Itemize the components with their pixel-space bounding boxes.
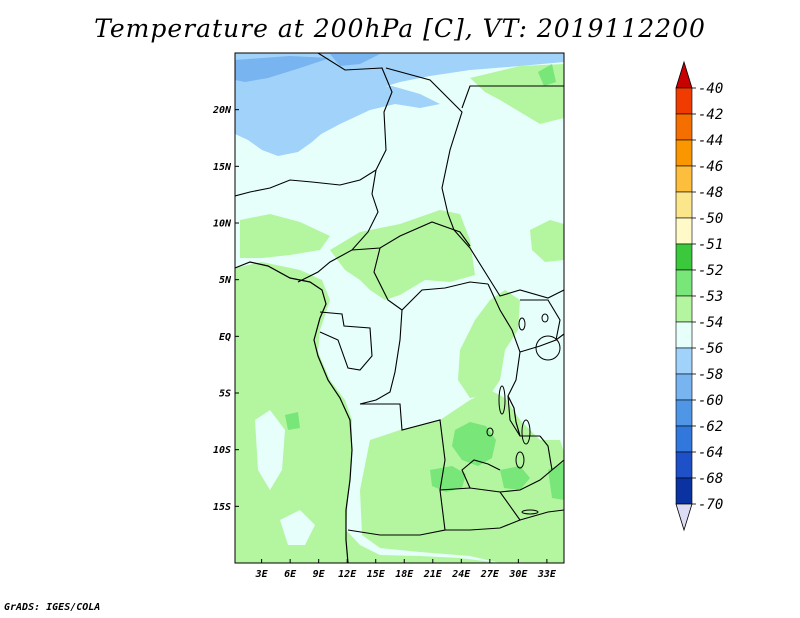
colorbar-label: -42	[698, 107, 723, 123]
lat-tick-label: 5N	[219, 275, 232, 286]
field-green-central	[330, 210, 475, 300]
lat-tick-label: 20N	[212, 105, 232, 116]
lat-tick-label: 10N	[213, 219, 232, 230]
colorbar-label: -60	[698, 393, 723, 409]
lakes	[486, 313, 561, 515]
field-darkgreen-6	[538, 64, 556, 86]
colorbar-label: -64	[698, 445, 723, 461]
field-green-northeast	[470, 64, 564, 124]
lat-tick-label: 5S	[219, 389, 231, 400]
field-green-west-patch	[240, 214, 330, 258]
lon-tick-label: 15E	[367, 569, 386, 580]
colorbar-label: -56	[698, 341, 723, 357]
lon-tick-label: 33E	[537, 569, 557, 580]
field-darkgreen-4	[548, 462, 564, 500]
lon-tick-label: 18E	[395, 569, 414, 580]
colorbar-swatch	[675, 87, 693, 115]
field-green-southwest	[235, 262, 500, 563]
colorbar-label: -70	[698, 497, 723, 513]
lon-tick-label: 21E	[423, 569, 443, 580]
colorbar-label: -40	[698, 81, 723, 97]
field-blue-band	[262, 86, 440, 150]
field-green-far-east	[530, 220, 564, 262]
colorbar-label: -51	[698, 237, 723, 253]
colorbar-label: -44	[698, 133, 723, 149]
colorbar-label: -48	[698, 185, 723, 201]
field-darkgreen-3	[500, 466, 530, 490]
country-boundaries	[235, 53, 564, 536]
colorbar-swatch	[675, 217, 693, 245]
colorbar-bottom-arrow	[675, 503, 693, 532]
colorbar-label: -54	[698, 315, 723, 331]
colorbar: -40 -42 -44 -46 -48 -50 -51 -52 -53 -54 -56 -58 -60 -…	[675, 60, 723, 532]
colorbar-swatch	[675, 139, 693, 167]
colorbar-label: -68	[698, 471, 723, 487]
colorbar-swatch	[675, 191, 693, 219]
colorbar-swatch	[675, 373, 693, 401]
field-cyan-pocket-2	[280, 510, 315, 545]
lon-tick-label: 6E	[284, 569, 297, 580]
colorbar-swatch	[675, 269, 693, 297]
colorbar-label: -62	[698, 419, 723, 435]
colorbar-swatch	[675, 451, 693, 479]
lon-tick-label: 3E	[255, 569, 269, 580]
colorbar-swatch	[675, 295, 693, 323]
plot-frame	[234, 52, 565, 564]
field-darkgreen-5	[285, 412, 300, 430]
field-darkgreen-2	[430, 466, 466, 492]
field-darker-blue	[235, 56, 330, 82]
lon-tick-label: 9E	[313, 569, 326, 580]
field-darker-blue-2	[330, 54, 380, 66]
lon-tick-label: 30E	[508, 569, 528, 580]
colorbar-swatch	[675, 425, 693, 453]
colorbar-swatch	[675, 399, 693, 427]
colorbar-swatch	[675, 321, 693, 349]
colorbar-label: -50	[698, 211, 723, 227]
field-cyan-pocket-1	[255, 410, 285, 490]
longitude-axis: 3E 6E 9E 12E 15E 18E 21E 24E 27E 30E 33E	[255, 559, 557, 580]
colorbar-top-arrow	[675, 60, 693, 89]
lat-tick-label: EQ	[219, 332, 231, 343]
lat-tick-label: 15N	[213, 162, 232, 173]
colorbar-label: -53	[698, 289, 723, 305]
colorbar-swatch	[675, 165, 693, 193]
colorbar-swatch	[675, 113, 693, 141]
coastline	[235, 261, 521, 563]
grads-credit: GrADS: IGES/COLA	[4, 602, 101, 613]
colorbar-swatch	[675, 347, 693, 375]
lon-tick-label: 12E	[338, 569, 357, 580]
colorbar-swatch	[675, 243, 693, 271]
lat-tick-label: 10S	[213, 445, 231, 456]
colorbar-swatch	[675, 477, 693, 505]
colorbar-label: -52	[698, 263, 723, 279]
lat-tick-label: 15S	[213, 502, 231, 513]
latitude-axis: 20N 15N 10N 5N EQ 5S 10S 15S	[212, 105, 239, 513]
lon-tick-label: 24E	[451, 569, 471, 580]
lon-tick-label: 27E	[480, 569, 500, 580]
colorbar-label: -46	[698, 159, 723, 175]
field-darkgreen-1	[452, 422, 496, 466]
colorbar-label: -58	[698, 367, 723, 383]
chart-title: Temperature at 200hPa [C], VT: 201911220…	[94, 14, 706, 43]
